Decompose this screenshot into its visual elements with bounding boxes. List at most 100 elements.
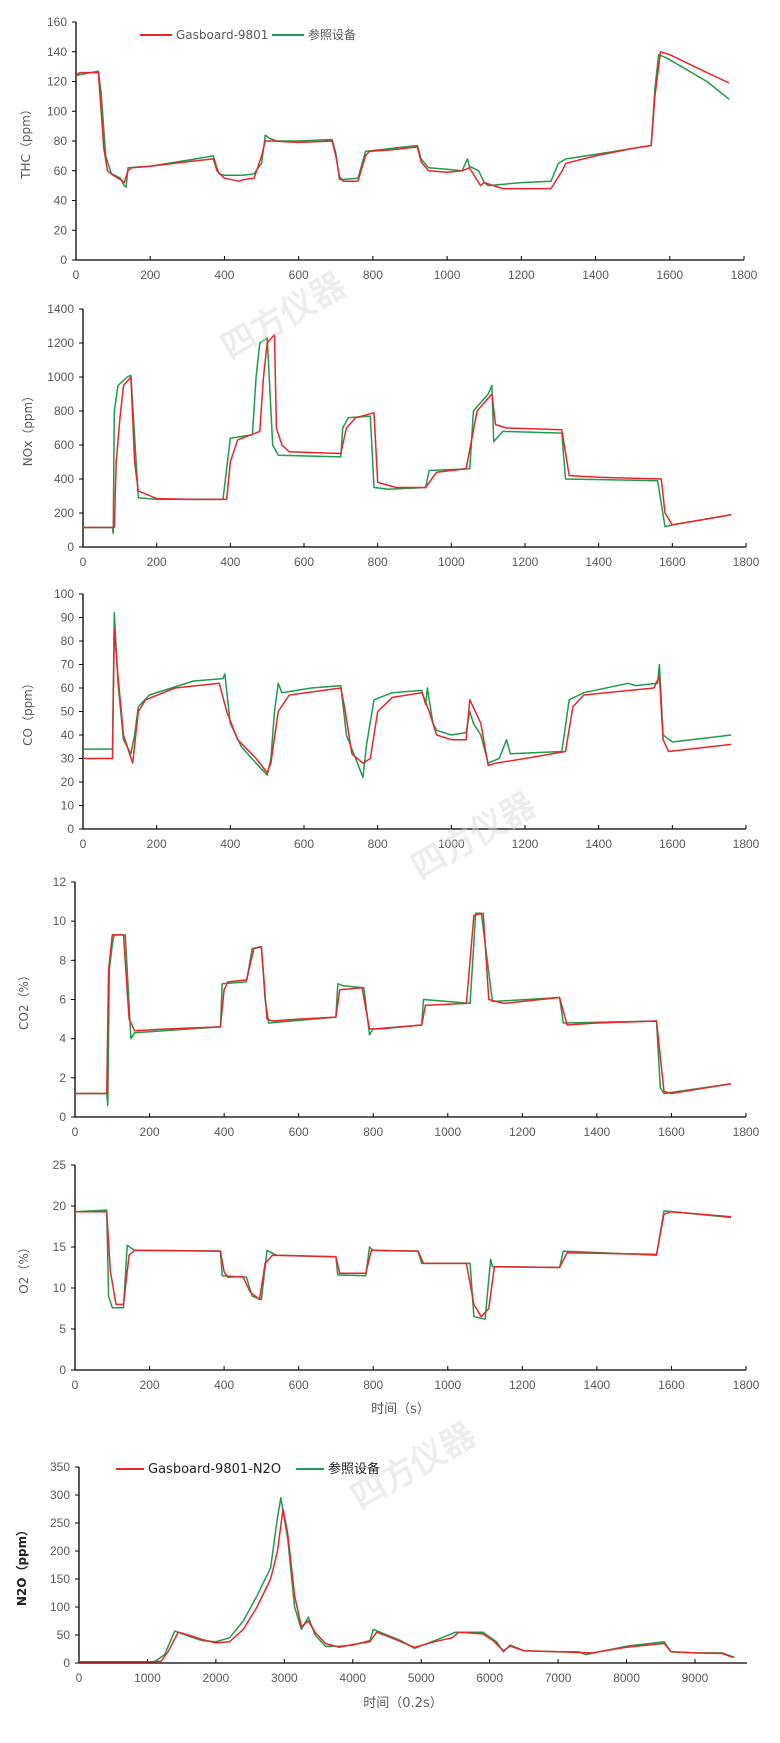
x-tick-label: 1000 bbox=[438, 837, 465, 851]
x-tick-label: 400 bbox=[220, 837, 240, 851]
x-tick-label: 1800 bbox=[733, 1378, 760, 1392]
y-tick-label: 10 bbox=[53, 1281, 67, 1295]
series-reference-line bbox=[83, 612, 732, 779]
y-tick-label: 140 bbox=[47, 45, 67, 59]
y-tick-label: 50 bbox=[61, 705, 75, 719]
x-tick-label: 1400 bbox=[584, 1378, 611, 1392]
y-tick-label: 40 bbox=[61, 728, 75, 742]
chart-5: 0 50 100 150 200 250 300 350 0 1000 2000 3000 4000 50… bbox=[14, 1460, 747, 1711]
y-tick-label: 8 bbox=[59, 953, 66, 967]
y-axis-label: CO（ppm） bbox=[21, 677, 35, 746]
y-tick-label: 150 bbox=[50, 1572, 70, 1586]
y-axis-label: N2O（ppm） bbox=[14, 1524, 29, 1606]
x-tick-label: 0 bbox=[80, 555, 87, 569]
x-tick-label: 1600 bbox=[658, 1125, 685, 1139]
x-tick-label: 0 bbox=[80, 837, 87, 851]
y-tick-label: 120 bbox=[47, 75, 67, 89]
y-tick-label: 90 bbox=[61, 611, 75, 625]
y-tick-label: 0 bbox=[67, 822, 74, 836]
legend-label: Gasboard-9801 bbox=[176, 28, 268, 42]
x-tick-label: 400 bbox=[214, 1125, 234, 1139]
y-tick-label: 800 bbox=[54, 404, 74, 418]
y-tick-label: 6 bbox=[59, 993, 66, 1007]
series-gasboard-line bbox=[83, 628, 732, 774]
x-tick-label: 6000 bbox=[476, 1671, 503, 1685]
y-tick-label: 20 bbox=[61, 775, 75, 789]
x-tick-label: 400 bbox=[214, 1378, 234, 1392]
x-tick-label: 0 bbox=[72, 1378, 79, 1392]
y-tick-label: 200 bbox=[50, 1544, 70, 1558]
x-tick-label: 600 bbox=[289, 268, 309, 282]
y-tick-label: 350 bbox=[50, 1460, 70, 1474]
y-tick-label: 10 bbox=[53, 914, 67, 928]
x-tick-label: 3000 bbox=[271, 1671, 298, 1685]
series-reference-line bbox=[75, 53, 730, 188]
y-tick-label: 20 bbox=[53, 1199, 67, 1213]
x-tick-label: 2000 bbox=[203, 1671, 230, 1685]
series-gasboard-line bbox=[75, 1210, 732, 1318]
x-tick-label: 1200 bbox=[512, 555, 539, 569]
x-tick-label: 8000 bbox=[613, 1671, 640, 1685]
x-tick-label: 5000 bbox=[408, 1671, 435, 1685]
y-tick-label: 30 bbox=[61, 752, 75, 766]
y-tick-label: 0 bbox=[59, 1363, 66, 1377]
x-tick-label: 1000 bbox=[134, 1671, 161, 1685]
series-reference-line bbox=[75, 912, 732, 1107]
y-tick-label: 1400 bbox=[47, 302, 74, 316]
y-tick-label: 100 bbox=[47, 104, 67, 118]
y-tick-label: 1200 bbox=[47, 336, 74, 350]
chart-3: 0 2 4 6 8 10 12 0 200 400 600 800 1000 1200 1400 1600 18… bbox=[17, 875, 760, 1139]
x-tick-label: 1600 bbox=[659, 555, 686, 569]
y-tick-label: 0 bbox=[63, 1656, 70, 1670]
x-tick-label: 600 bbox=[289, 1378, 309, 1392]
series-gasboard-line bbox=[75, 51, 730, 190]
x-tick-label: 200 bbox=[147, 555, 167, 569]
y-tick-label: 1000 bbox=[47, 370, 74, 384]
x-axis-label: 时间（s） bbox=[371, 1402, 430, 1417]
x-tick-label: 1200 bbox=[508, 268, 535, 282]
y-tick-label: 2 bbox=[59, 1071, 66, 1085]
y-tick-label: 5 bbox=[59, 1322, 66, 1336]
x-tick-label: 1200 bbox=[512, 837, 539, 851]
watermark: 四方仪器 bbox=[215, 265, 354, 368]
y-tick-label: 100 bbox=[50, 1600, 70, 1614]
y-axis-label: CO2（%） bbox=[17, 969, 31, 1030]
x-tick-label: 800 bbox=[363, 268, 383, 282]
y-tick-label: 0 bbox=[59, 1110, 66, 1124]
series-reference-line bbox=[74, 1209, 732, 1320]
y-tick-label: 80 bbox=[54, 134, 68, 148]
x-tick-label: 1000 bbox=[438, 555, 465, 569]
series-gasboard-line bbox=[83, 333, 732, 529]
x-tick-label: 1600 bbox=[659, 837, 686, 851]
y-tick-label: 300 bbox=[50, 1488, 70, 1502]
x-tick-label: 1600 bbox=[658, 1378, 685, 1392]
x-tick-label: 0 bbox=[73, 268, 80, 282]
x-tick-label: 1000 bbox=[434, 268, 461, 282]
x-tick-label: 1800 bbox=[733, 837, 760, 851]
x-tick-label: 800 bbox=[363, 1125, 383, 1139]
y-tick-label: 600 bbox=[54, 438, 74, 452]
y-tick-label: 20 bbox=[54, 223, 68, 237]
y-tick-label: 400 bbox=[54, 472, 74, 486]
x-tick-label: 1200 bbox=[509, 1125, 536, 1139]
series-gasboard-line bbox=[79, 1508, 733, 1663]
x-tick-label: 800 bbox=[368, 837, 388, 851]
x-tick-label: 800 bbox=[368, 555, 388, 569]
x-tick-label: 200 bbox=[140, 268, 160, 282]
y-axis-label: THC（ppm） bbox=[19, 103, 33, 180]
x-tick-label: 1400 bbox=[582, 268, 609, 282]
x-tick-label: 800 bbox=[363, 1378, 383, 1392]
x-tick-label: 7000 bbox=[545, 1671, 572, 1685]
y-tick-label: 0 bbox=[60, 253, 67, 267]
series-reference-line bbox=[79, 1497, 735, 1663]
x-tick-label: 1800 bbox=[733, 1125, 760, 1139]
y-axis-label: O2（%） bbox=[17, 1241, 31, 1293]
x-tick-label: 200 bbox=[140, 1125, 160, 1139]
chart-1: 0 200 400 600 800 1000 1200 1400 0 200 400 600 800 10… bbox=[21, 302, 760, 569]
x-tick-label: 1000 bbox=[434, 1125, 461, 1139]
x-tick-label: 1400 bbox=[585, 837, 612, 851]
x-tick-label: 1400 bbox=[585, 555, 612, 569]
y-tick-label: 100 bbox=[54, 587, 74, 601]
y-tick-label: 60 bbox=[61, 681, 75, 695]
y-tick-label: 40 bbox=[54, 194, 68, 208]
